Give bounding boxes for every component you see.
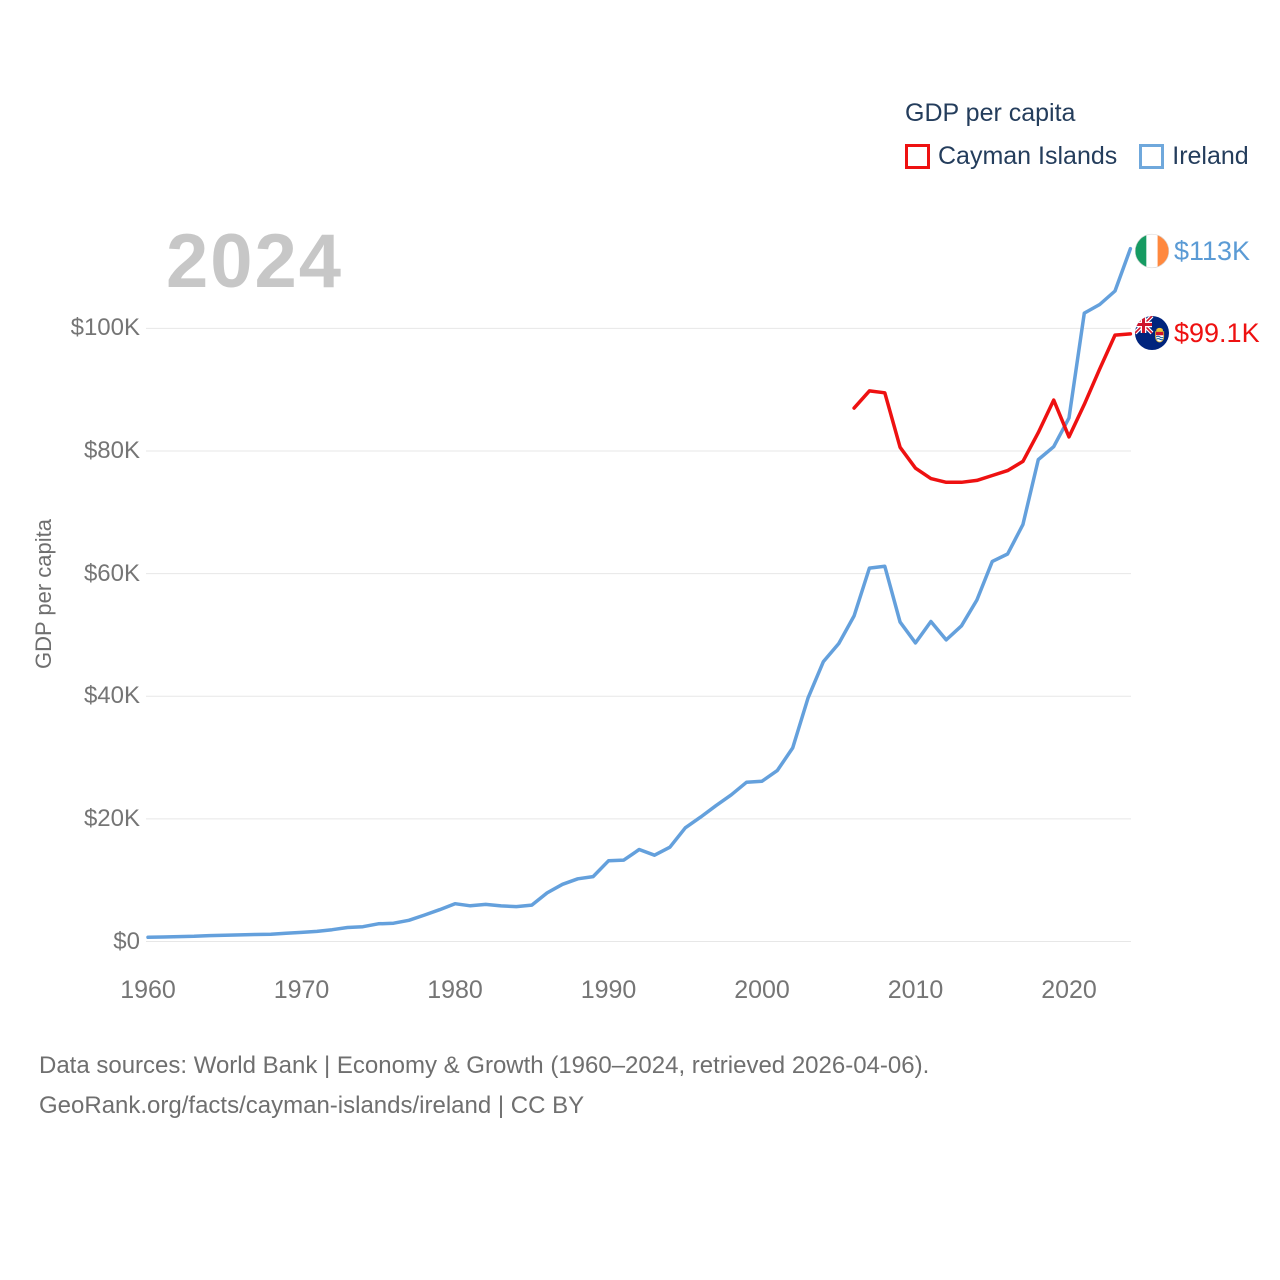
y-tick-label: $100K	[70, 314, 140, 342]
ireland-value-label: $113K	[1174, 235, 1251, 266]
series-line-cayman-islands[interactable]	[852, 332, 1133, 485]
chart-legend: GDP per capita Cayman Islands Ireland	[905, 100, 1255, 171]
cayman-islands-flag-icon	[1135, 316, 1169, 350]
attribution-text: GeoRank.org/facts/cayman-islands/ireland…	[39, 1092, 585, 1119]
y-tick-label: $40K	[83, 682, 140, 710]
x-tick-label: 1970	[273, 976, 330, 1004]
y-tick-label: $0	[113, 927, 140, 955]
legend-item-cayman-islands[interactable]: Cayman Islands	[905, 142, 1117, 171]
x-tick-label: 2020	[1041, 976, 1097, 1004]
y-axis-title: GDP per capita	[31, 518, 56, 670]
cayman-islands-end-label: $99.1K	[1134, 315, 1260, 351]
footer: Data sources: World Bank | Economy & Gro…	[39, 1046, 929, 1126]
x-tick-label: 1960	[120, 976, 176, 1004]
data-sources-text: Data sources: World Bank | Economy & Gro…	[39, 1052, 930, 1079]
ireland-end-label: $113K	[1134, 233, 1250, 269]
x-tick-label: 1980	[427, 976, 483, 1004]
legend-row: Cayman Islands Ireland	[905, 142, 1255, 171]
cayman-islands-value-label: $99.1K	[1174, 317, 1260, 348]
legend-item-ireland[interactable]: Ireland	[1139, 142, 1249, 171]
legend-item-label: Ireland	[1172, 142, 1249, 170]
year-watermark: 2024	[166, 219, 344, 304]
y-tick-label: $20K	[83, 804, 140, 832]
y-tick-label: $80K	[83, 437, 140, 465]
x-tick-label: 1990	[580, 976, 637, 1004]
legend-item-label: Cayman Islands	[938, 142, 1118, 170]
cayman-islands-series-swatch-icon	[905, 144, 930, 169]
legend-title: GDP per capita	[905, 99, 1076, 127]
ireland-series-swatch-icon	[1139, 144, 1165, 169]
x-tick-label: 2000	[734, 976, 790, 1004]
ireland-flag-icon	[1134, 233, 1170, 269]
x-tick-label: 2010	[887, 976, 944, 1004]
y-tick-label: $60K	[83, 559, 140, 587]
series-line-ireland[interactable]	[146, 246, 1133, 940]
